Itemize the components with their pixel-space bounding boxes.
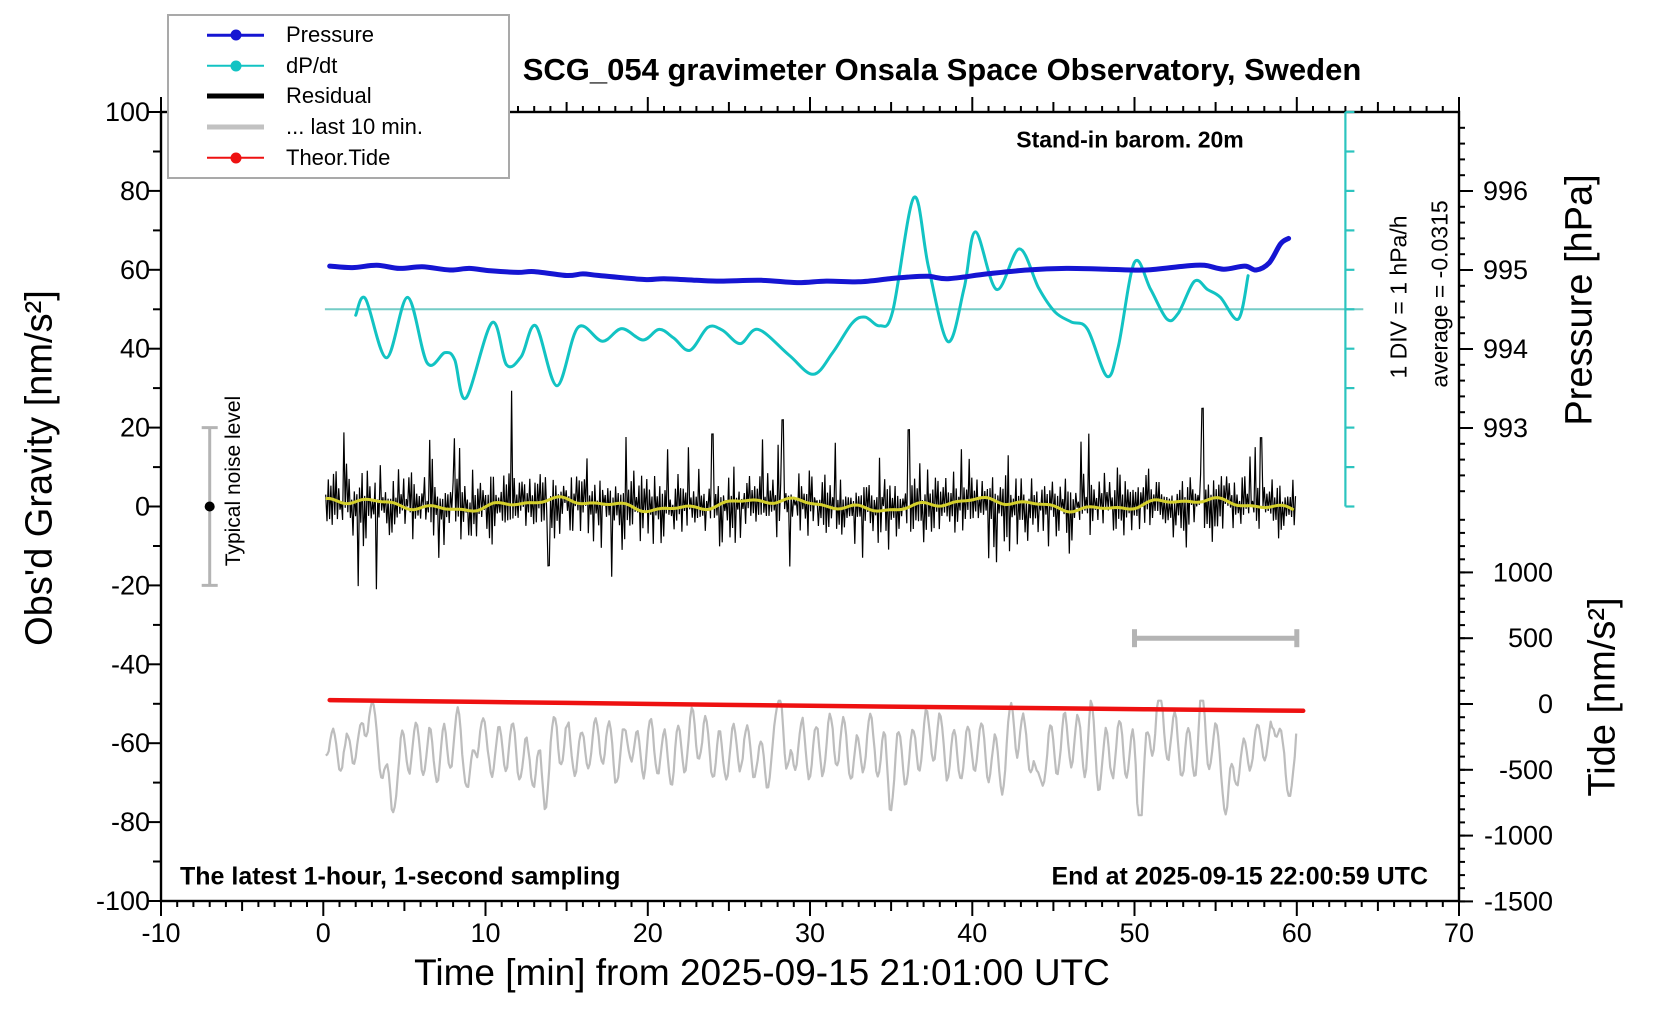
pressure-tick-label: 995 bbox=[1483, 255, 1528, 285]
x-tick-label: 20 bbox=[633, 918, 663, 948]
x-tick-label: 60 bbox=[1282, 918, 1312, 948]
legend-item-dpdt: dP/dt bbox=[169, 52, 508, 80]
gravity-axis-title: Obs'd Gravity [nm/s²] bbox=[18, 290, 61, 646]
dpdt-series bbox=[354, 195, 1250, 400]
pressure-axis-ticks bbox=[1459, 126, 1473, 493]
legend-label: Pressure bbox=[286, 22, 375, 48]
tide-axis-title: Tide [nm/s²] bbox=[1581, 597, 1624, 797]
legend-label: dP/dt bbox=[286, 52, 338, 78]
legend-dot bbox=[230, 152, 241, 164]
legend-dot bbox=[230, 29, 241, 41]
residual-series bbox=[325, 390, 1297, 590]
gravity-tick-label: -40 bbox=[111, 649, 150, 679]
legend: Pressure dP/dt Residual ... last 10 min.… bbox=[167, 14, 510, 179]
tide-tick-label: 500 bbox=[1508, 623, 1553, 653]
gravity-axis-ticks bbox=[147, 111, 161, 902]
legend-line bbox=[207, 124, 264, 130]
legend-label: ... last 10 min. bbox=[286, 114, 423, 140]
gravity-tick-label: 40 bbox=[120, 334, 150, 364]
tide-tick-label: -1500 bbox=[1484, 886, 1553, 916]
page-title: SCG_054 gravimeter Onsala Space Observat… bbox=[522, 52, 1362, 87]
standin-barometer-note: Stand-in barom. 20m bbox=[1016, 126, 1244, 153]
gravity-tick-label: 100 bbox=[105, 97, 150, 127]
pressure-line-icon bbox=[207, 29, 264, 41]
pressure-tick-labels: 996 995 994 993 bbox=[1483, 176, 1528, 443]
average-dpdt-note: average = -0.0315 bbox=[1426, 200, 1453, 388]
last10min-line-icon bbox=[207, 121, 264, 133]
gravity-tick-label: -60 bbox=[111, 728, 150, 758]
tide-tick-label: -1000 bbox=[1484, 821, 1553, 851]
x-tick-label: 10 bbox=[470, 918, 500, 948]
legend-label: Residual bbox=[286, 83, 372, 109]
legend-item-pressure: Pressure bbox=[169, 21, 508, 49]
x-tick-labels: -10 0 10 20 30 40 50 60 70 bbox=[141, 918, 1474, 948]
gravity-tick-label: 0 bbox=[135, 492, 150, 522]
pressure-tick-label: 994 bbox=[1483, 334, 1528, 364]
sampling-note: The latest 1-hour, 1-second sampling bbox=[180, 862, 621, 891]
dpdt-line-icon bbox=[207, 60, 264, 72]
tide-tick-label: 0 bbox=[1538, 689, 1553, 719]
legend-item-residual: Residual bbox=[169, 82, 508, 110]
pressure-tick-label: 993 bbox=[1483, 413, 1528, 443]
gravity-tick-label: 20 bbox=[120, 413, 150, 443]
tide-tick-label: 1000 bbox=[1493, 557, 1553, 587]
ten-min-scale-bar bbox=[1132, 629, 1300, 648]
legend-item-last10min: ... last 10 min. bbox=[169, 113, 508, 141]
legend-item-theor-tide: Theor.Tide bbox=[169, 144, 508, 172]
x-tick-label: -10 bbox=[141, 918, 180, 948]
pressure-tick-label: 996 bbox=[1483, 176, 1528, 206]
x-tick-label: 0 bbox=[316, 918, 331, 948]
theor-tide-series bbox=[327, 697, 1306, 714]
residual-line-icon bbox=[207, 90, 264, 102]
typical-noise-level-label: Typical noise level bbox=[222, 395, 245, 567]
x-tick-label: 40 bbox=[957, 918, 987, 948]
gravity-tick-label: 60 bbox=[120, 255, 150, 285]
theor-tide-line-icon bbox=[207, 152, 264, 164]
end-time-note: End at 2025-09-15 22:00:59 UTC bbox=[1051, 862, 1428, 891]
gravity-tick-label: 80 bbox=[120, 176, 150, 206]
x-tick-label: 70 bbox=[1444, 918, 1474, 948]
x-axis-title: Time [min] from 2025-09-15 21:01:00 UTC bbox=[414, 952, 1110, 993]
legend-dot bbox=[230, 60, 241, 72]
pressure-series bbox=[327, 235, 1292, 286]
dpdt-ruler bbox=[1344, 110, 1355, 508]
gravity-tick-labels: 100 80 60 40 20 0 -20 -40 -60 -80 -100 bbox=[96, 97, 150, 916]
residual-smoothed-series bbox=[325, 495, 1295, 514]
tide-axis-ticks bbox=[1459, 518, 1473, 903]
tide-tick-label: -500 bbox=[1499, 755, 1553, 785]
typical-noise-marker bbox=[201, 426, 218, 587]
pressure-axis-title: Pressure [hPa] bbox=[1558, 174, 1601, 426]
gravity-tick-label: -100 bbox=[96, 886, 150, 916]
x-tick-label: 50 bbox=[1119, 918, 1149, 948]
legend-line bbox=[207, 93, 264, 99]
gravity-tick-label: -80 bbox=[111, 807, 150, 837]
legend-label: Theor.Tide bbox=[286, 144, 391, 170]
last10min-series bbox=[325, 699, 1298, 817]
gravity-tick-label: -20 bbox=[111, 570, 150, 600]
tide-tick-labels: 1000 500 0 -500 -1000 -1500 bbox=[1484, 557, 1553, 916]
x-tick-label: 30 bbox=[795, 918, 825, 948]
div-scale-note: 1 DIV = 1 hPa/h bbox=[1385, 215, 1412, 379]
